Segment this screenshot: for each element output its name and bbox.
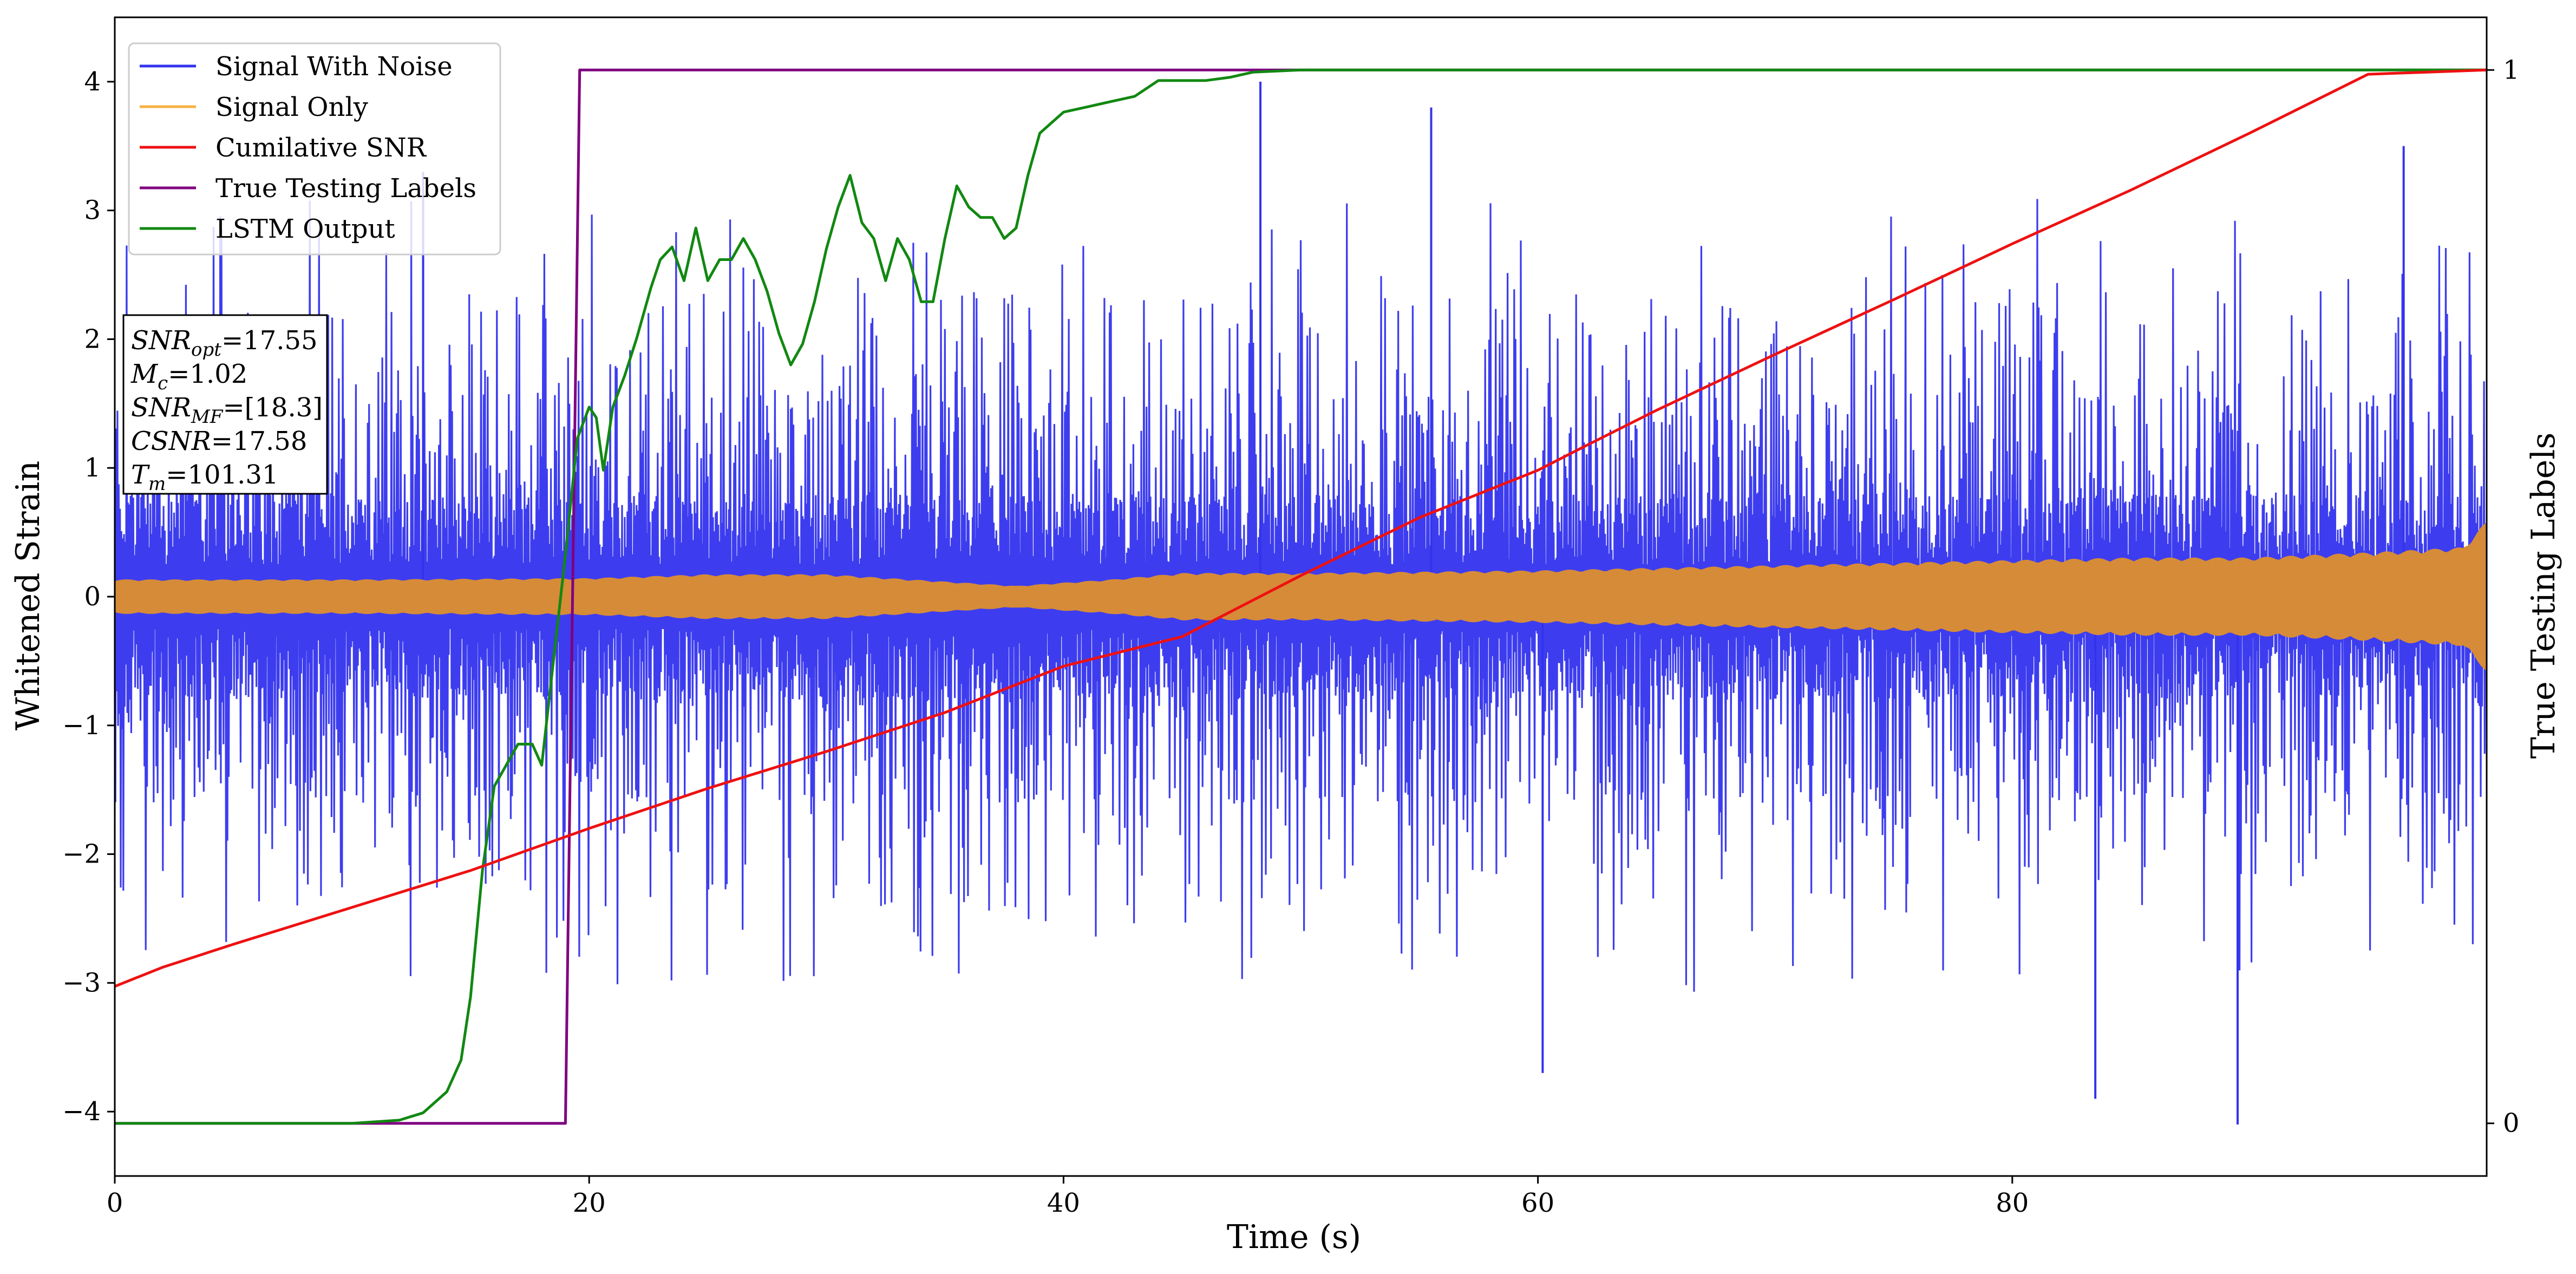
x-tick-label: 20 bbox=[573, 1188, 606, 1218]
legend-label: Cumilative SNR bbox=[215, 133, 427, 163]
y2-axis-label: True Testing Labels bbox=[2525, 433, 2562, 759]
series-lstm-output bbox=[115, 68, 2487, 1125]
lstm-output-line bbox=[115, 68, 2487, 1125]
annotation-subscript: opt bbox=[191, 339, 221, 361]
y-tick-label: −4 bbox=[62, 1096, 101, 1127]
annotation-subscript: m bbox=[148, 473, 166, 495]
x-tick-label: 60 bbox=[1521, 1188, 1554, 1218]
y-tick-label: 0 bbox=[84, 582, 101, 612]
annotation-line: Tm=101.31 bbox=[131, 460, 278, 495]
legend-label: Signal Only bbox=[215, 92, 368, 122]
y2-tick-label: 0 bbox=[2503, 1108, 2520, 1139]
y-tick-label: 3 bbox=[84, 195, 101, 226]
legend-label: LSTM Output bbox=[215, 214, 395, 244]
annotation-line: SNRopt=17.55 bbox=[131, 325, 318, 361]
y-axis-right: 01 bbox=[2487, 55, 2520, 1139]
y-tick-label: 2 bbox=[84, 324, 101, 354]
y-tick-label: −3 bbox=[62, 968, 101, 998]
x-axis-label: Time (s) bbox=[1227, 1218, 1361, 1256]
x-axis: 0 20 40 60 80 bbox=[107, 1176, 2029, 1218]
y-tick-label: 1 bbox=[84, 453, 101, 483]
signal-with-noise-peaks bbox=[422, 81, 2405, 1125]
series-cumilative-snr bbox=[115, 68, 2487, 988]
annotation-symbol: SNR bbox=[131, 393, 191, 423]
legend-frame bbox=[128, 42, 501, 256]
annotation-line: CSNR=17.58 bbox=[131, 426, 307, 456]
legend: Signal With Noise Signal Only Cumilative S… bbox=[128, 42, 501, 256]
annotation-symbol: CSNR bbox=[131, 426, 211, 456]
legend-item-cumilative-snr: Cumilative SNR bbox=[140, 133, 427, 163]
legend-label: True Testing Labels bbox=[215, 173, 476, 204]
annotation-symbol: SNR bbox=[131, 325, 191, 356]
legend-item-lstm-output: LSTM Output bbox=[140, 214, 395, 244]
series-signal-only bbox=[115, 522, 2487, 671]
x-tick-label: 40 bbox=[1047, 1188, 1080, 1218]
x-tick-label: 80 bbox=[1996, 1188, 2029, 1218]
signal-with-noise-line bbox=[115, 199, 2487, 992]
annotation-box: SNRopt=17.55Mc=1.02SNRMF=[18.3]CSNR=17.5… bbox=[122, 314, 328, 495]
y-tick-label: −1 bbox=[62, 710, 101, 741]
annotation-subscript: c bbox=[158, 373, 168, 394]
annotation-frame bbox=[122, 314, 328, 495]
cumilative-snr-line bbox=[115, 68, 2487, 988]
y2-tick-label: 1 bbox=[2503, 55, 2520, 85]
x-tick-label: 0 bbox=[107, 1188, 123, 1218]
y-axis-left: −4 −3 −2 −1 0 1 2 3 4 bbox=[62, 67, 115, 1127]
annotation-value: =17.55 bbox=[221, 325, 318, 356]
annotation-value: =17.58 bbox=[211, 426, 308, 456]
annotation-symbol: T bbox=[131, 460, 150, 490]
legend-label: Signal With Noise bbox=[215, 51, 453, 82]
legend-item-signal-only: Signal Only bbox=[140, 92, 368, 122]
y-tick-label: −2 bbox=[62, 839, 101, 870]
y-tick-label: 4 bbox=[84, 67, 101, 97]
annotation-value: =1.02 bbox=[168, 359, 247, 389]
y-axis-label: Whitened Strain bbox=[9, 461, 47, 730]
annotation-value: =[18.3] bbox=[223, 393, 323, 423]
legend-item-signal-with-noise: Signal With Noise bbox=[140, 51, 453, 82]
annotation-subscript: MF bbox=[191, 406, 224, 428]
series-signal-with-noise bbox=[115, 81, 2487, 1125]
legend-item-true-testing-labels: True Testing Labels bbox=[140, 173, 476, 204]
plot-area bbox=[115, 68, 2487, 1125]
annotation-symbol: M bbox=[130, 359, 159, 389]
annotation-line: Mc=1.02 bbox=[130, 359, 247, 394]
annotation-line: SNRMF=[18.3] bbox=[131, 393, 323, 428]
signal-only-band bbox=[115, 522, 2487, 671]
annotation-value: =101.31 bbox=[166, 460, 278, 490]
